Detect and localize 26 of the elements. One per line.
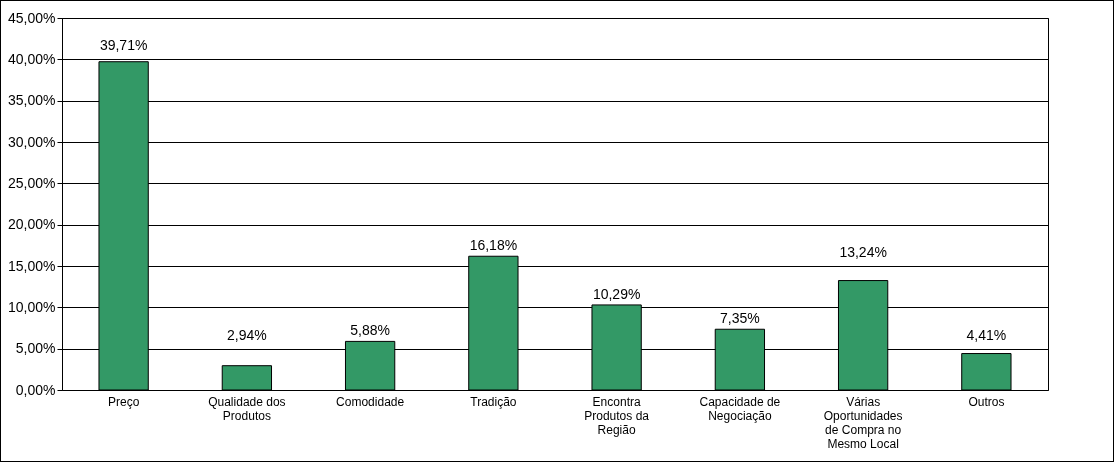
y-tick-label: 35,00% [8, 92, 56, 109]
y-tick-label: 40,00% [8, 50, 56, 67]
y-tick-label: 45,00% [8, 9, 56, 26]
x-tick-label: Capacidade de Negociação [699, 394, 781, 423]
y-tick-label: 20,00% [8, 216, 56, 233]
x-tick-label: Comodidade [336, 394, 405, 409]
data-label: 5,88% [350, 322, 390, 339]
y-tick-label: 0,00% [15, 381, 56, 398]
data-label: 10,29% [592, 285, 641, 302]
data-label: 7,35% [720, 310, 760, 327]
data-label: 13,24% [839, 244, 887, 260]
x-tick-label: Outros [968, 394, 1005, 409]
y-tick-label: 15,00% [8, 257, 56, 274]
x-tick-label: Encontra Produtos da Região [584, 394, 650, 437]
data-label: 4,41% [966, 326, 1007, 343]
x-tick-label: Várias Oportunidades de Compra no Mesmo Local [823, 394, 903, 451]
data-label: 16,18% [469, 237, 518, 254]
x-tick-label: Preço [107, 394, 140, 409]
y-tick-label: 30,00% [8, 133, 56, 150]
y-tick-label: 25,00% [8, 174, 56, 191]
data-label: 2,94% [227, 326, 267, 343]
x-tick-label: Qualidade dos Produtos [208, 394, 286, 423]
data-label: 39,71% [99, 37, 148, 54]
y-tick-label: 5,00% [15, 340, 56, 357]
x-tick-label: Tradição [470, 394, 517, 409]
y-tick-label: 10,00% [8, 298, 56, 315]
